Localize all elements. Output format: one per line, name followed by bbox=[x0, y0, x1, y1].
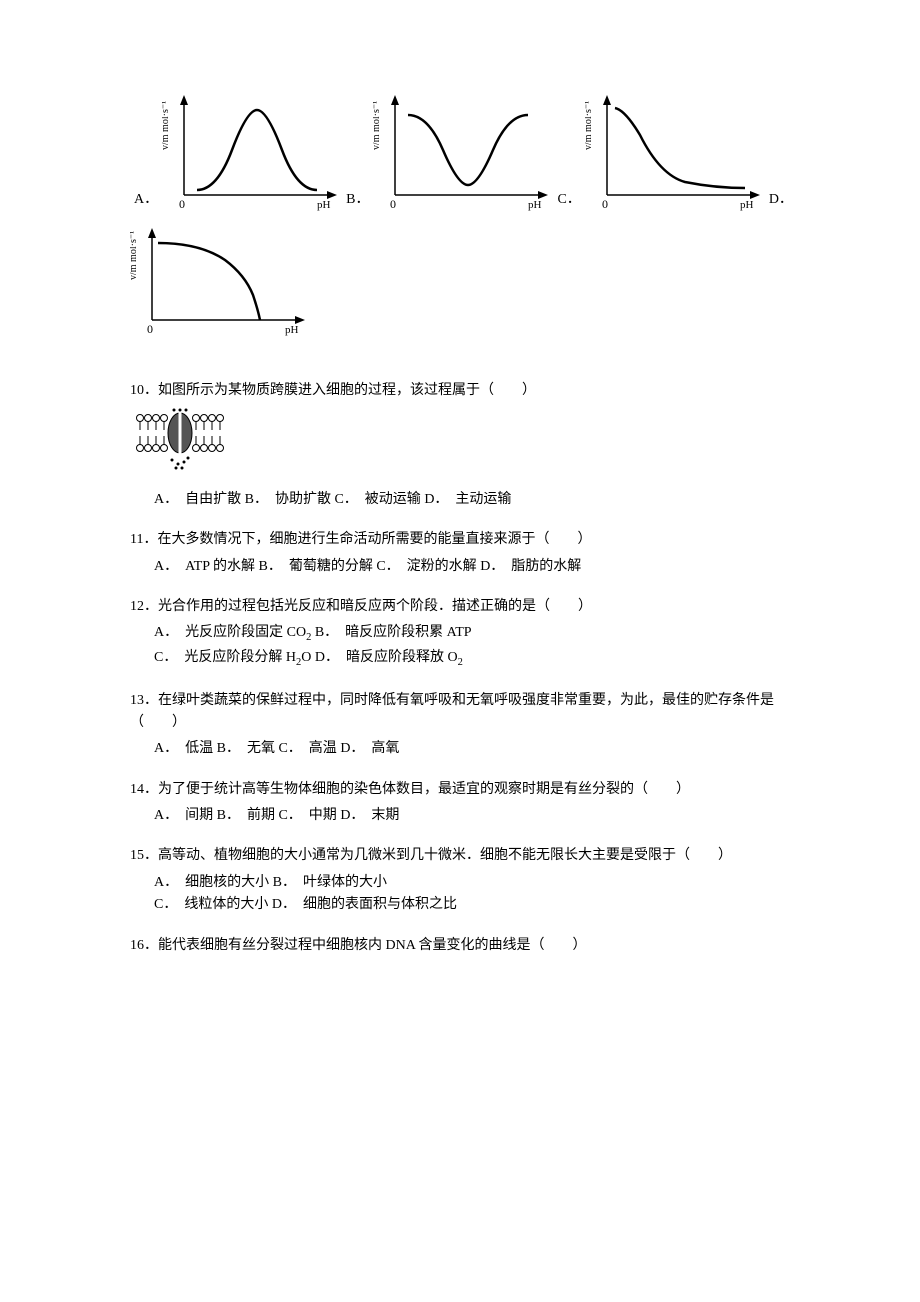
q13-optA: A． 低温 bbox=[154, 741, 213, 756]
svg-text:0: 0 bbox=[179, 197, 185, 211]
q14-text: 14．为了便于统计高等生物体细胞的染色体数目，最适宜的观察时期是有丝分裂的（ ） bbox=[130, 779, 790, 801]
q9-svg-d: v/m mol·s⁻¹ 0 pH bbox=[130, 225, 310, 340]
q12-options: A． 光反应阶段固定 CO 2 B． 暗反应阶段积累 ATP C． 光反应阶段分解… bbox=[130, 622, 790, 671]
svg-text:pH: pH bbox=[317, 199, 331, 211]
q14: 14．为了便于统计高等生物体细胞的染色体数目，最适宜的观察时期是有丝分裂的（ ）… bbox=[130, 779, 790, 828]
q15-text: 15．高等动、植物细胞的大小通常为几微米到几十微米．细胞不能无限长大主要是受限于… bbox=[130, 845, 790, 867]
svg-text:pH: pH bbox=[528, 199, 542, 211]
svg-text:v/m mol·s⁻¹: v/m mol·s⁻¹ bbox=[373, 101, 382, 150]
q9-charts-row-1: A． v/m mol·s⁻¹ 0 pH B． v/m mol·s⁻¹ 0 pH … bbox=[130, 90, 790, 215]
q9-chart-c: C． v/m mol·s⁻¹ 0 pH bbox=[553, 90, 764, 215]
q10-optC: C． 被动运输 bbox=[334, 492, 420, 507]
q14-optB: B． 前期 bbox=[217, 808, 275, 823]
q14-optC: C． 中期 bbox=[278, 808, 336, 823]
q15-optB: B． 叶绿体的大小 bbox=[273, 875, 387, 890]
q9-svg-c: v/m mol·s⁻¹ 0 pH bbox=[585, 90, 765, 215]
q10-membrane-diagram bbox=[130, 408, 790, 480]
q11-optA: A． ATP 的水解 bbox=[154, 559, 255, 574]
q9-chart-b: B． v/m mol·s⁻¹ 0 pH bbox=[342, 90, 553, 215]
q13-optB: B． 无氧 bbox=[217, 741, 275, 756]
q10-text: 10．如图所示为某物质跨膜进入细胞的过程，该过程属于（ ） bbox=[130, 380, 790, 402]
q15-optD: D． 细胞的表面积与体积之比 bbox=[272, 897, 457, 912]
q15-optC: C． 线粒体的大小 bbox=[154, 897, 268, 912]
svg-text:v/m mol·s⁻¹: v/m mol·s⁻¹ bbox=[130, 231, 139, 280]
q12-optD-pre: D． 暗反应阶段释放 O bbox=[311, 650, 457, 665]
q9-svg-a: v/m mol·s⁻¹ 0 pH bbox=[162, 90, 342, 215]
svg-text:v/m mol·s⁻¹: v/m mol·s⁻¹ bbox=[162, 101, 171, 150]
membrane-svg bbox=[130, 408, 230, 472]
q12-optB: B． 暗反应阶段积累 ATP bbox=[311, 625, 471, 640]
q13-options: A． 低温 B． 无氧 C． 高温 D． 高氧 bbox=[130, 738, 790, 760]
q11-optB: B． 葡萄糖的分解 bbox=[259, 559, 373, 574]
svg-text:pH: pH bbox=[740, 199, 754, 211]
q11-optD: D． 脂肪的水解 bbox=[480, 559, 581, 574]
q16-text: 16．能代表细胞有丝分裂过程中细胞核内 DNA 含量变化的曲线是（ ） bbox=[130, 935, 790, 957]
q10-optD: D． 主动运输 bbox=[424, 492, 511, 507]
q13-optD: D． 高氧 bbox=[340, 741, 399, 756]
q11-optC: C． 淀粉的水解 bbox=[376, 559, 476, 574]
q12-optC-post: O bbox=[301, 650, 311, 665]
svg-text:0: 0 bbox=[390, 197, 396, 211]
q10-options: A． 自由扩散 B． 协助扩散 C． 被动运输 D． 主动运输 bbox=[130, 489, 790, 511]
q10: 10．如图所示为某物质跨膜进入细胞的过程，该过程属于（ ） bbox=[130, 380, 790, 511]
q9-label-c: C． bbox=[557, 189, 580, 211]
q12-optD-sub: 2 bbox=[458, 657, 463, 668]
q13-optC: C． 高温 bbox=[278, 741, 336, 756]
q16: 16．能代表细胞有丝分裂过程中细胞核内 DNA 含量变化的曲线是（ ） bbox=[130, 935, 790, 957]
q11: 11．在大多数情况下，细胞进行生命活动所需要的能量直接来源于（ ） A． ATP… bbox=[130, 529, 790, 578]
q9-chart-d: v/m mol·s⁻¹ 0 pH bbox=[130, 225, 310, 340]
q9-label-d: D． bbox=[769, 189, 793, 211]
q15-optA: A． 细胞核的大小 bbox=[154, 875, 269, 890]
q11-options: A． ATP 的水解 B． 葡萄糖的分解 C． 淀粉的水解 D． 脂肪的水解 bbox=[130, 556, 790, 578]
q12: 12．光合作用的过程包括光反应和暗反应两个阶段．描述正确的是（ ） A． 光反应… bbox=[130, 596, 790, 672]
svg-text:v/m mol·s⁻¹: v/m mol·s⁻¹ bbox=[585, 101, 594, 150]
q14-options: A． 间期 B． 前期 C． 中期 D． 末期 bbox=[130, 805, 790, 827]
svg-text:0: 0 bbox=[147, 322, 153, 336]
q9-chart-a: A． v/m mol·s⁻¹ 0 pH bbox=[130, 90, 342, 215]
q10-optB: B． 协助扩散 bbox=[245, 492, 331, 507]
svg-text:0: 0 bbox=[602, 197, 608, 211]
q9-label-b: B． bbox=[346, 189, 369, 211]
q9-label-a: A． bbox=[134, 189, 158, 211]
q11-text: 11．在大多数情况下，细胞进行生命活动所需要的能量直接来源于（ ） bbox=[130, 529, 790, 551]
q12-optC-pre: C． 光反应阶段分解 H bbox=[154, 650, 296, 665]
q12-optA-pre: A． 光反应阶段固定 CO bbox=[154, 625, 306, 640]
q9-svg-b: v/m mol·s⁻¹ 0 pH bbox=[373, 90, 553, 215]
q13-text: 13．在绿叶类蔬菜的保鲜过程中，同时降低有氧呼吸和无氧呼吸强度非常重要，为此，最… bbox=[130, 690, 790, 735]
q12-text: 12．光合作用的过程包括光反应和暗反应两个阶段．描述正确的是（ ） bbox=[130, 596, 790, 618]
q14-optD: D． 末期 bbox=[340, 808, 399, 823]
q15: 15．高等动、植物细胞的大小通常为几微米到几十微米．细胞不能无限长大主要是受限于… bbox=[130, 845, 790, 916]
q10-optA: A． 自由扩散 bbox=[154, 492, 241, 507]
q13: 13．在绿叶类蔬菜的保鲜过程中，同时降低有氧呼吸和无氧呼吸强度非常重要，为此，最… bbox=[130, 690, 790, 761]
q14-optA: A． 间期 bbox=[154, 808, 213, 823]
q15-options: A． 细胞核的大小 B． 叶绿体的大小 C． 线粒体的大小 D． 细胞的表面积与… bbox=[130, 872, 790, 917]
svg-text:pH: pH bbox=[285, 324, 299, 336]
q9-charts-row-2: v/m mol·s⁻¹ 0 pH bbox=[130, 225, 790, 340]
